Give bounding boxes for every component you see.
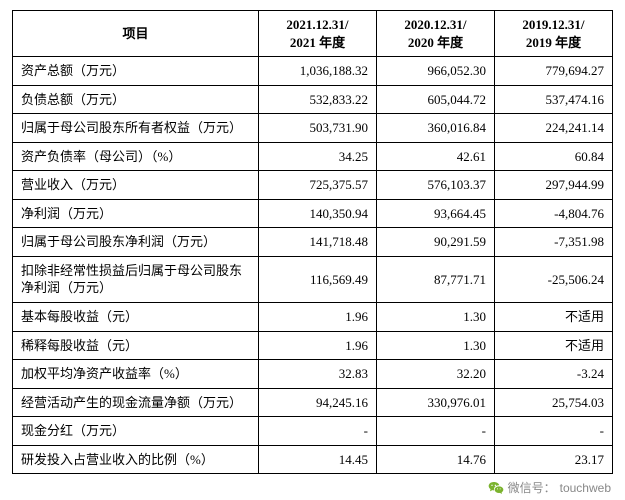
cell: 966,052.30 <box>376 57 494 86</box>
footer-label: 微信号： <box>508 479 556 496</box>
row-label: 资产负债率（母公司）（%） <box>13 142 259 171</box>
cell: 1.30 <box>376 331 494 360</box>
col-header-2020: 2020.12.31/2020 年度 <box>376 11 494 57</box>
cell: 330,976.01 <box>376 388 494 417</box>
table-row: 归属于母公司股东所有者权益（万元）503,731.90360,016.84224… <box>13 114 613 143</box>
cell: 25,754.03 <box>494 388 612 417</box>
row-label: 现金分红（万元） <box>13 417 259 446</box>
table-row: 现金分红（万元）--- <box>13 417 613 446</box>
row-label: 加权平均净资产收益率（%） <box>13 360 259 389</box>
table-row: 资产负债率（母公司）（%）34.2542.6160.84 <box>13 142 613 171</box>
financial-table: 项目 2021.12.31/2021 年度 2020.12.31/2020 年度… <box>12 10 613 474</box>
watermark-footer: 微信号： touchweb <box>488 479 611 496</box>
cell: 224,241.14 <box>494 114 612 143</box>
cell: 32.20 <box>376 360 494 389</box>
cell: 503,731.90 <box>258 114 376 143</box>
cell: 605,044.72 <box>376 85 494 114</box>
table-row: 扣除非经常性损益后归属于母公司股东净利润（万元）116,569.4987,771… <box>13 256 613 302</box>
cell: - <box>494 417 612 446</box>
table-row: 研发投入占营业收入的比例（%）14.4514.7623.17 <box>13 445 613 474</box>
row-label: 负债总额（万元） <box>13 85 259 114</box>
cell: 不适用 <box>494 331 612 360</box>
cell: 87,771.71 <box>376 256 494 302</box>
cell: 1.96 <box>258 303 376 332</box>
cell: -3.24 <box>494 360 612 389</box>
cell: 94,245.16 <box>258 388 376 417</box>
col-header-2019: 2019.12.31/2019 年度 <box>494 11 612 57</box>
cell: 23.17 <box>494 445 612 474</box>
table-row: 资产总额（万元）1,036,188.32966,052.30779,694.27 <box>13 57 613 86</box>
col-header-item: 项目 <box>13 11 259 57</box>
cell: 60.84 <box>494 142 612 171</box>
cell: - <box>258 417 376 446</box>
row-label: 稀释每股收益（元） <box>13 331 259 360</box>
cell: -25,506.24 <box>494 256 612 302</box>
cell: 1,036,188.32 <box>258 57 376 86</box>
row-label: 资产总额（万元） <box>13 57 259 86</box>
cell: 141,718.48 <box>258 228 376 257</box>
cell: 140,350.94 <box>258 199 376 228</box>
row-label: 营业收入（万元） <box>13 171 259 200</box>
cell: 537,474.16 <box>494 85 612 114</box>
table-row: 基本每股收益（元）1.961.30不适用 <box>13 303 613 332</box>
cell: 297,944.99 <box>494 171 612 200</box>
table-header-row: 项目 2021.12.31/2021 年度 2020.12.31/2020 年度… <box>13 11 613 57</box>
cell: 360,016.84 <box>376 114 494 143</box>
row-label: 净利润（万元） <box>13 199 259 228</box>
cell: 93,664.45 <box>376 199 494 228</box>
table-row: 营业收入（万元）725,375.57576,103.37297,944.99 <box>13 171 613 200</box>
cell: 14.76 <box>376 445 494 474</box>
table-row: 稀释每股收益（元）1.961.30不适用 <box>13 331 613 360</box>
wechat-icon <box>488 480 504 496</box>
cell: - <box>376 417 494 446</box>
table-row: 经营活动产生的现金流量净额（万元）94,245.16330,976.0125,7… <box>13 388 613 417</box>
row-label: 基本每股收益（元） <box>13 303 259 332</box>
row-label: 经营活动产生的现金流量净额（万元） <box>13 388 259 417</box>
cell: 576,103.37 <box>376 171 494 200</box>
cell: -7,351.98 <box>494 228 612 257</box>
cell: 32.83 <box>258 360 376 389</box>
cell: 1.30 <box>376 303 494 332</box>
table-row: 归属于母公司股东净利润（万元）141,718.4890,291.59-7,351… <box>13 228 613 257</box>
cell: -4,804.76 <box>494 199 612 228</box>
row-label: 归属于母公司股东净利润（万元） <box>13 228 259 257</box>
cell: 14.45 <box>258 445 376 474</box>
table-row: 负债总额（万元）532,833.22605,044.72537,474.16 <box>13 85 613 114</box>
cell: 725,375.57 <box>258 171 376 200</box>
cell: 532,833.22 <box>258 85 376 114</box>
cell: 1.96 <box>258 331 376 360</box>
cell: 42.61 <box>376 142 494 171</box>
cell: 34.25 <box>258 142 376 171</box>
cell: 779,694.27 <box>494 57 612 86</box>
table-body: 资产总额（万元）1,036,188.32966,052.30779,694.27… <box>13 57 613 474</box>
cell: 90,291.59 <box>376 228 494 257</box>
table-row: 加权平均净资产收益率（%）32.8332.20-3.24 <box>13 360 613 389</box>
financial-table-container: 项目 2021.12.31/2021 年度 2020.12.31/2020 年度… <box>0 0 625 474</box>
row-label: 归属于母公司股东所有者权益（万元） <box>13 114 259 143</box>
cell: 不适用 <box>494 303 612 332</box>
table-row: 净利润（万元）140,350.9493,664.45-4,804.76 <box>13 199 613 228</box>
cell: 116,569.49 <box>258 256 376 302</box>
row-label: 研发投入占营业收入的比例（%） <box>13 445 259 474</box>
footer-value: touchweb <box>560 481 611 495</box>
col-header-2021: 2021.12.31/2021 年度 <box>258 11 376 57</box>
row-label: 扣除非经常性损益后归属于母公司股东净利润（万元） <box>13 256 259 302</box>
